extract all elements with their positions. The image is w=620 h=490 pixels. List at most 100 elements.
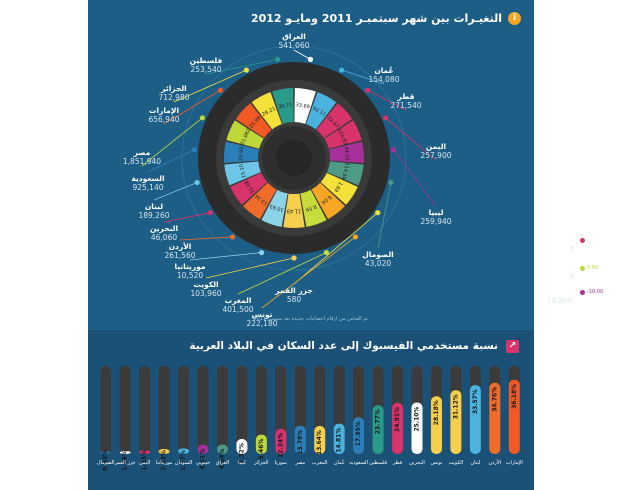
country-name: الأردن [168,242,192,251]
chart-icon: ↗ [506,340,519,353]
leader-line [377,182,392,249]
leader-line [163,212,211,223]
bar [255,434,267,454]
country-name: السعودية [131,174,165,183]
bar [372,405,384,454]
bar [353,417,365,454]
bar [100,451,112,454]
country-name: قطر [397,92,415,101]
bar-track [255,366,267,454]
country-label: المغرب 401,500 [198,296,278,314]
country-name: موريتانيا [174,262,206,271]
donut-slice [224,161,261,186]
donut-slice [283,193,305,228]
source-note: ثم القياس من ارقام احصائيات جديدة بعد سب… [253,316,368,322]
slice-label: 114.94 [340,162,350,180]
bar-value-label: 25.10% [414,407,421,432]
side-tag: -18.00 [587,289,604,295]
leader-line [153,182,198,201]
bar-category-label: الصومال [97,460,115,466]
leader-line [341,69,385,85]
donut-slice [300,189,327,227]
bar-category-label: العراق [216,460,229,466]
bar-value-label: 12.24% [277,433,284,458]
donut-center [276,140,312,176]
bar-track [100,366,112,454]
donut-slice [272,88,294,124]
country-name: ليبيا [428,208,444,217]
country-name: عُمان [374,66,394,75]
bar-value-label: 28.18% [433,400,440,425]
bar [430,396,442,454]
bar-value-label: 31.12% [452,394,459,419]
side-item: سوريا * 0 [524,236,574,254]
country-name: فلسطين [189,56,223,65]
bar-value-label: 13.78% [297,430,304,455]
donut-slice [230,172,268,205]
country-label: لبنان 189,260 [114,202,194,220]
country-label: مصر 1,851,940 [102,148,182,166]
side-dot [580,290,585,295]
bar [508,379,520,454]
donut-chart: 33.69 50.1132.47104.8344.51114.941.698.04… [141,45,437,309]
bar-category-label: السعودية [349,460,368,466]
bar-category-label: الأردن [489,459,502,466]
country-label: الأردن 261,560 [140,242,220,260]
leader-dot [207,210,213,216]
bar-value-label: 2.77% [180,450,187,471]
side-value: 0 [569,245,574,253]
slice-label: 20.90 [238,146,245,161]
country-name: الجزائر [161,84,187,93]
bar [236,438,248,454]
slice-label: 11.49 [287,208,301,214]
leader-line [237,252,327,295]
bar-value-label: 1.46% [122,450,129,471]
country-value: 257,900 [420,151,452,160]
donut-slice [306,92,337,130]
slice-label: 44.51 [343,146,350,161]
country-name: الكويت [193,280,219,289]
country-value: 43,020 [364,259,392,268]
leader-line [393,149,437,207]
bar-category-label: الجزائر [253,460,268,466]
bar-category-label: السودان [175,460,192,466]
country-value: 261,560 [164,251,196,260]
leader-line [205,257,295,279]
bar-category-label: الإمارات [506,460,523,466]
bar-value-label: 2.43% [161,450,168,471]
leader-line [367,89,407,111]
bar [333,423,345,454]
bar-category-label: ليبيا [238,460,246,466]
bar [158,449,170,454]
bar-value-label: 1.83% [141,450,148,471]
bar [178,448,190,454]
bar [392,402,404,454]
country-value: 154,080 [368,75,400,84]
donut-slice [224,141,259,163]
outer-guide-ring [181,45,407,271]
country-value: 541,060 [278,41,310,50]
country-label: الإمارات 656,940 [124,106,204,124]
bar [314,426,326,454]
country-name: الإمارات [148,106,180,115]
bar-category-label: قطر [392,460,403,466]
side-name: جيبوتي [549,288,574,296]
country-value: 222,180 [246,319,278,328]
country-label: عُمان 154,080 [344,66,424,84]
bar-value-label: 33.57% [472,389,479,414]
bar-track [197,366,209,454]
country-label: فلسطين 253,540 [166,56,246,74]
donut-slice [261,189,288,227]
side-item: السودان* 0 [524,264,574,282]
country-value: 259,940 [420,217,452,226]
side-value: 0 [569,273,574,281]
bar-category-label: لبنان [470,460,480,466]
country-name: اليمن [425,142,447,151]
bar-category-label: اليمن [139,460,150,466]
donut-slice [251,92,282,130]
bar-value-label: 34.76% [491,387,498,412]
country-label: موريتانيا 10,520 [150,262,230,280]
donut-slice [324,120,362,149]
leader-line [189,252,262,261]
country-name: لبنان [144,202,164,211]
